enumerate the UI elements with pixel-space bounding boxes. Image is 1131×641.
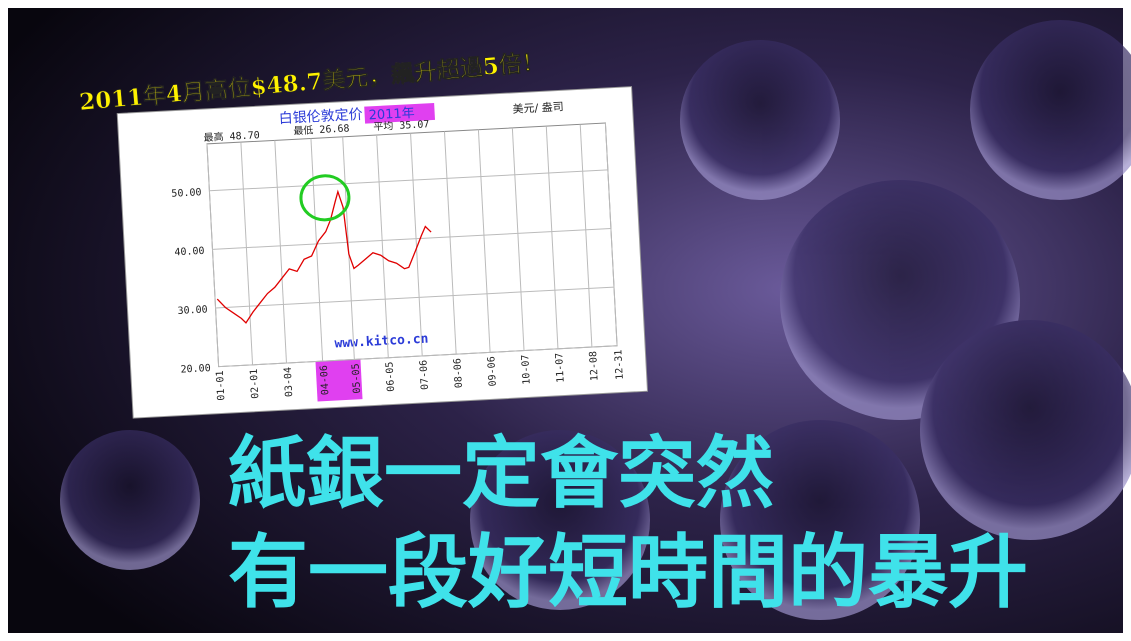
grid-line <box>410 133 423 356</box>
grid-line <box>604 122 618 346</box>
grid-line <box>579 124 593 348</box>
grid-line <box>443 131 457 355</box>
chart-card: 白银伦敦定价 2011年 美元/ 盎司 最高 48.70 最低 26.68 平均… <box>116 86 649 419</box>
stat: 最高 48.70 <box>203 128 260 144</box>
grid-line <box>310 138 324 362</box>
grid-line <box>218 345 618 368</box>
title-highlight-bg <box>364 102 436 124</box>
x-tick-label: 07-06 <box>418 360 431 391</box>
grid-line <box>215 286 615 309</box>
grid-line <box>212 228 611 250</box>
stat: 最低 26.68 <box>293 121 350 137</box>
x-tick-label: 12-08 <box>588 351 601 382</box>
x-tick-label: 11-07 <box>554 352 567 383</box>
x-tick-label: 10-07 <box>520 354 533 385</box>
y-tick-label: 50.00 <box>171 187 202 200</box>
y-tick-label: 40.00 <box>174 246 205 259</box>
grid-line <box>240 142 254 365</box>
x-tick-label: 09-06 <box>486 356 499 387</box>
bubbles <box>60 20 1131 620</box>
chart-title-year: 2011年 <box>368 106 415 123</box>
highlight-band <box>315 359 363 402</box>
grid-line <box>545 126 559 349</box>
headline-line: 有一段好短時間的暴升 <box>228 526 1028 619</box>
x-tick-label: 04-06 <box>319 365 332 396</box>
price-line <box>216 189 432 324</box>
y-tick-label: 30.00 <box>177 304 208 317</box>
x-tick-label: 01-01 <box>215 370 228 401</box>
x-tick-label: 05-05 <box>351 363 364 394</box>
x-tick-label: 02-01 <box>249 368 262 399</box>
grid-line <box>511 127 525 351</box>
watermark: www.kitco.cn <box>334 332 429 352</box>
x-tick-label: 06-05 <box>385 361 398 392</box>
chart-title: 白银伦敦定价 <box>278 107 363 127</box>
grid-line <box>206 143 220 367</box>
y-tick-label: 20.00 <box>180 363 211 376</box>
headline-line: 紙銀一定會突然 <box>228 429 774 519</box>
stat: 平均 35.07 <box>373 118 430 133</box>
x-tick-label: 03-04 <box>283 367 296 398</box>
grid-line <box>376 134 389 358</box>
grid-line <box>209 169 608 192</box>
x-tick-label: 12-31 <box>613 349 626 380</box>
unit-label: 美元/ 盎司 <box>512 99 564 116</box>
peak-circle <box>299 174 351 222</box>
grid-line <box>477 129 491 353</box>
x-tick-label: 08-06 <box>452 358 465 389</box>
grid-line <box>274 140 287 364</box>
